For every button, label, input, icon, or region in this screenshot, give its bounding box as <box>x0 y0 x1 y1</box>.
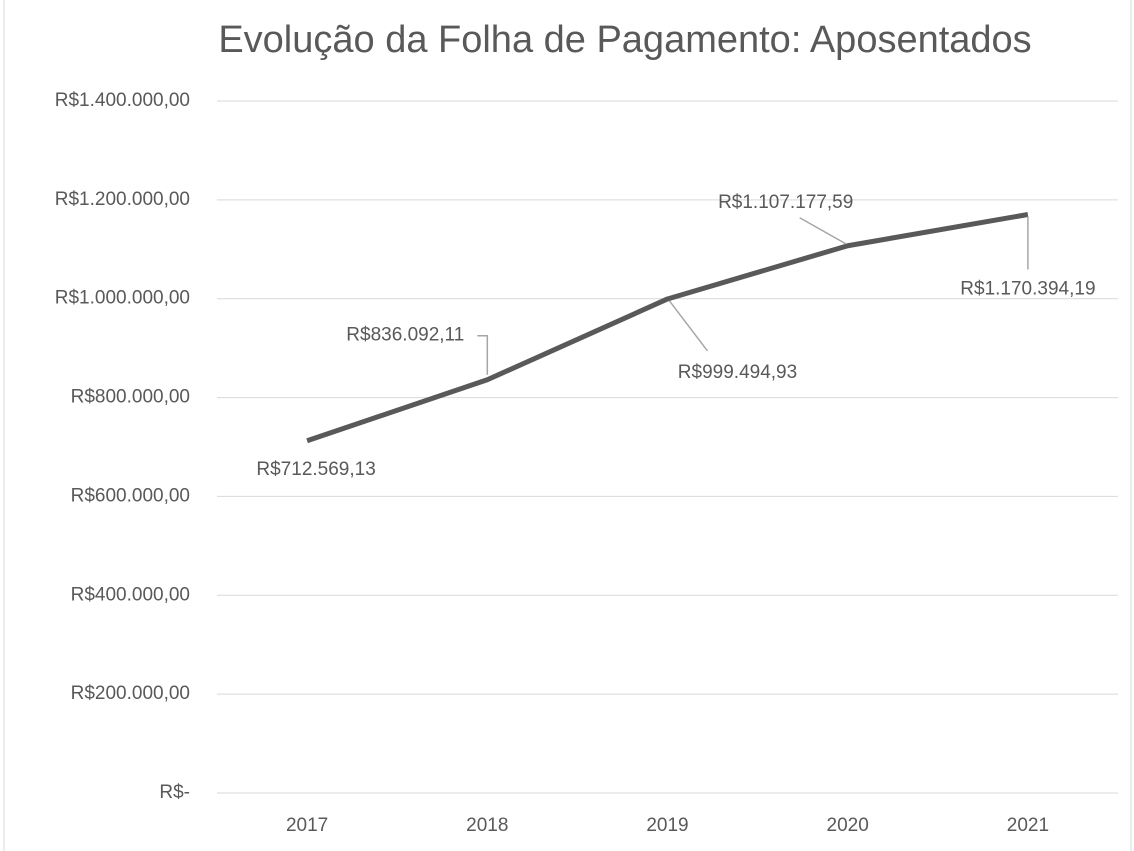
data-label: R$712.569,13 <box>256 459 375 480</box>
leader-line <box>668 300 709 352</box>
y-tick-label: R$1.000.000,00 <box>55 288 190 309</box>
data-label: R$999.494,93 <box>678 362 797 383</box>
y-tick-label: R$1.200.000,00 <box>55 189 190 210</box>
chart-title: Evolução da Folha de Pagamento: Aposenta… <box>218 19 1031 61</box>
x-tick-label: 2017 <box>286 815 328 836</box>
x-tick-label: 2021 <box>1007 815 1049 836</box>
y-tick-label: R$400.000,00 <box>71 584 190 605</box>
leader-line <box>799 217 847 245</box>
y-tick-label: R$600.000,00 <box>71 485 190 506</box>
x-tick-label: 2020 <box>827 815 869 836</box>
data-label: R$1.107.177,59 <box>718 192 853 213</box>
y-tick-label: R$200.000,00 <box>71 683 190 704</box>
leader-line <box>477 334 489 375</box>
y-tick-label: R$- <box>159 782 190 803</box>
y-tick-label: R$800.000,00 <box>71 387 190 408</box>
y-tick-label: R$1.400.000,00 <box>55 90 190 111</box>
x-tick-label: 2019 <box>646 815 688 836</box>
x-tick-label: 2018 <box>466 815 508 836</box>
series-line <box>306 212 1029 444</box>
data-label: R$836.092,11 <box>346 325 464 346</box>
data-label: R$1.170.394,19 <box>960 279 1095 300</box>
